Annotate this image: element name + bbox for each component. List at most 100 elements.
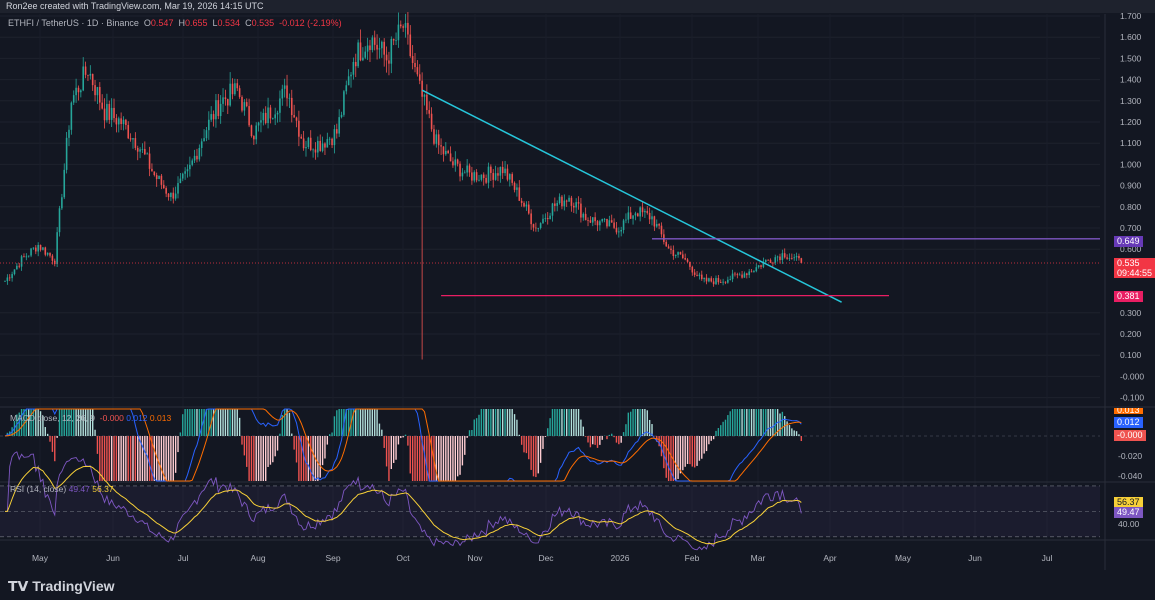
- candle-body: [300, 136, 303, 139]
- candle-body: [783, 253, 786, 258]
- candle-body: [437, 134, 440, 146]
- candle-body: [449, 153, 452, 162]
- candle-body: [731, 273, 734, 280]
- candle-body: [445, 150, 447, 155]
- macd-hist-tag: -0.000: [1114, 430, 1146, 441]
- price-chart[interactable]: 1.700 1.600 1.500 1.400 1.300 1.200 1.100 1.000…: [0, 0, 1155, 572]
- candle-body: [715, 278, 717, 285]
- candle-body: [170, 192, 172, 198]
- candle-body: [30, 248, 32, 256]
- candle-body: [245, 102, 248, 107]
- candle-body: [447, 150, 449, 154]
- candle-body: [267, 107, 269, 124]
- tradingview-logo[interactable]: 𝗧𝗩 TradingView: [8, 578, 115, 595]
- candle-body: [454, 159, 457, 166]
- candle-body: [456, 159, 459, 164]
- candle-body: [561, 196, 563, 207]
- x-tick-label: Feb: [685, 553, 700, 563]
- candle-body: [452, 161, 454, 166]
- candle-body: [506, 168, 509, 180]
- candle-body: [698, 274, 701, 276]
- attribution-bar: Ron2ee created with TradingView.com, Mar…: [0, 0, 1155, 13]
- candle-body: [32, 247, 35, 249]
- candle-body: [644, 210, 646, 213]
- candle-body: [378, 48, 381, 50]
- rsi-label[interactable]: RSI (14, close): [10, 484, 67, 494]
- footer: [0, 572, 1155, 600]
- macd-tick-label: -0.040: [1118, 471, 1142, 481]
- candle-body: [762, 262, 765, 267]
- candle-body: [151, 168, 153, 172]
- candle-body: [165, 188, 167, 194]
- candle-body: [224, 97, 227, 100]
- candle-body: [532, 224, 535, 228]
- symbol-name[interactable]: ETHFI / TetherUS · 1D · Binance: [8, 18, 139, 28]
- candle-body: [385, 54, 388, 61]
- candle-body: [722, 281, 724, 283]
- y-tick-label: 0.600: [1120, 244, 1142, 254]
- candle-body: [655, 223, 658, 227]
- candle-body: [399, 24, 402, 27]
- candle-body: [509, 174, 511, 180]
- candle-body: [35, 247, 37, 252]
- candle-body: [238, 88, 241, 97]
- candle-body: [141, 149, 144, 150]
- candle-body: [409, 34, 412, 57]
- candle-body: [331, 138, 333, 146]
- candle-body: [608, 220, 611, 227]
- candle-body: [786, 257, 788, 259]
- candle-body: [65, 137, 68, 170]
- candle-body: [530, 213, 532, 225]
- x-tick-label: Jul: [1042, 553, 1053, 563]
- candle-body: [144, 149, 146, 155]
- candle-body: [189, 164, 191, 170]
- macd-hist-value: -0.000: [99, 413, 124, 423]
- candle-body: [471, 172, 473, 181]
- candle-body: [520, 200, 523, 203]
- candle-body: [648, 212, 651, 220]
- candle-body: [11, 274, 13, 279]
- candle-body: [18, 265, 21, 267]
- candle-body: [340, 114, 343, 118]
- candle-body: [525, 204, 528, 207]
- open-label: O: [143, 18, 151, 28]
- candle-body: [613, 222, 615, 228]
- candle-body: [575, 202, 577, 208]
- candle-body: [629, 212, 632, 219]
- logo-icon: 𝗧𝗩: [8, 578, 33, 594]
- candle-body: [672, 250, 675, 256]
- candle-body: [241, 96, 243, 111]
- candle-body: [791, 258, 793, 259]
- open-value: 0.547: [150, 18, 174, 28]
- candle-body: [84, 66, 87, 75]
- y-tick-label: 1.600: [1120, 32, 1142, 42]
- candle-body: [357, 42, 359, 67]
- candle-body: [177, 183, 179, 194]
- candle-body: [295, 117, 298, 121]
- candle-body: [466, 165, 468, 173]
- candle-body: [129, 138, 132, 140]
- candle-body: [103, 108, 106, 121]
- y-tick-label: -0.100: [1120, 393, 1144, 403]
- candle-body: [359, 42, 362, 61]
- candle-body: [153, 171, 156, 176]
- candle-body: [162, 184, 165, 189]
- candle-body: [376, 44, 378, 50]
- candle-body: [288, 97, 291, 99]
- candle-body: [158, 175, 160, 179]
- candle-body: [584, 213, 587, 221]
- candle-body: [72, 95, 75, 103]
- x-tick-label: Apr: [823, 553, 836, 563]
- candle-body: [63, 169, 66, 198]
- candle-body: [660, 225, 663, 235]
- macd-label[interactable]: MACD close, 12, 26, 9: [10, 413, 96, 423]
- candle-body: [606, 218, 608, 227]
- candle-body: [333, 129, 336, 146]
- high-label: H: [178, 18, 185, 28]
- y-tick-label: 1.000: [1120, 159, 1142, 169]
- candle-body: [203, 138, 205, 142]
- candle-body: [774, 257, 777, 263]
- low-label: L: [212, 18, 218, 28]
- candle-body: [397, 24, 400, 41]
- macd-signal-line: [4, 408, 802, 482]
